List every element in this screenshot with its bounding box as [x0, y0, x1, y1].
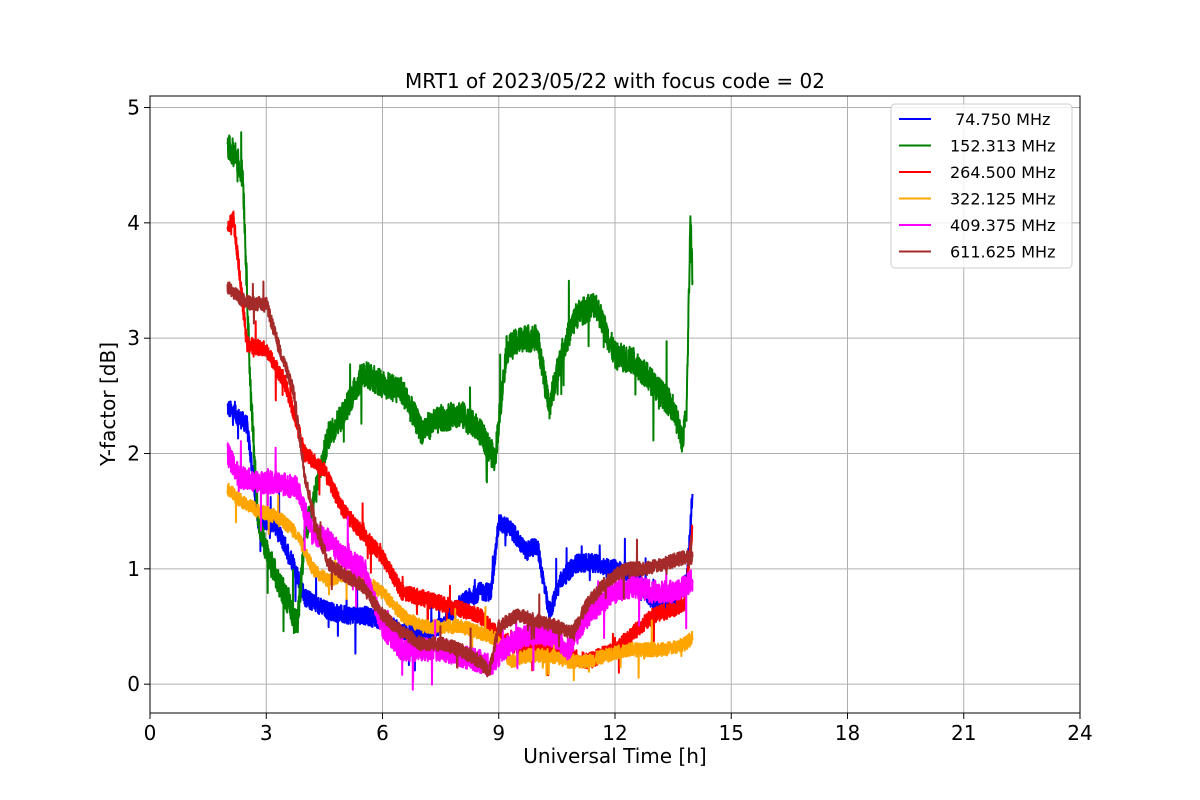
legend-label: 409.375 MHz	[950, 216, 1055, 235]
chart-title: MRT1 of 2023/05/22 with focus code = 02	[405, 69, 825, 93]
legend-label: 74.750 MHz	[950, 110, 1050, 129]
x-tick-label: 12	[602, 721, 627, 745]
series-line-3	[226, 210, 694, 677]
y-tick-label: 2	[127, 442, 140, 466]
x-tick-label: 18	[835, 721, 860, 745]
y-axis-label: Y-factor [dB]	[96, 342, 120, 467]
x-tick-label: 15	[719, 721, 744, 745]
x-tick-label: 0	[144, 721, 157, 745]
series-line-6	[226, 280, 694, 678]
y-axis: 0 1 2 3 4 5	[127, 96, 150, 696]
x-tick-label: 6	[376, 721, 389, 745]
legend-label: 322.125 MHz	[950, 190, 1055, 209]
x-tick-label: 9	[492, 721, 505, 745]
x-axis-label: Universal Time [h]	[523, 744, 706, 768]
legend: 74.750 MHz 152.313 MHz 264.500 MHz 322.125 …	[890, 103, 1073, 269]
legend-label: 611.625 MHz	[950, 243, 1055, 262]
x-tick-label: 24	[1067, 721, 1092, 745]
legend-label: 264.500 MHz	[950, 163, 1055, 182]
y-tick-label: 0	[127, 672, 140, 696]
series-layer	[226, 131, 694, 691]
y-tick-label: 5	[127, 96, 140, 120]
series-line-4	[226, 482, 694, 682]
x-tick-label: 21	[951, 721, 976, 745]
y-tick-label: 1	[127, 557, 140, 581]
x-tick-label: 3	[260, 721, 273, 745]
y-tick-label: 3	[127, 326, 140, 350]
legend-label: 152.313 MHz	[950, 137, 1055, 156]
y-tick-label: 4	[127, 211, 140, 235]
legend-box	[890, 103, 1073, 269]
x-axis: 0 3 6 9 12 15 18 21 24	[144, 713, 1093, 745]
